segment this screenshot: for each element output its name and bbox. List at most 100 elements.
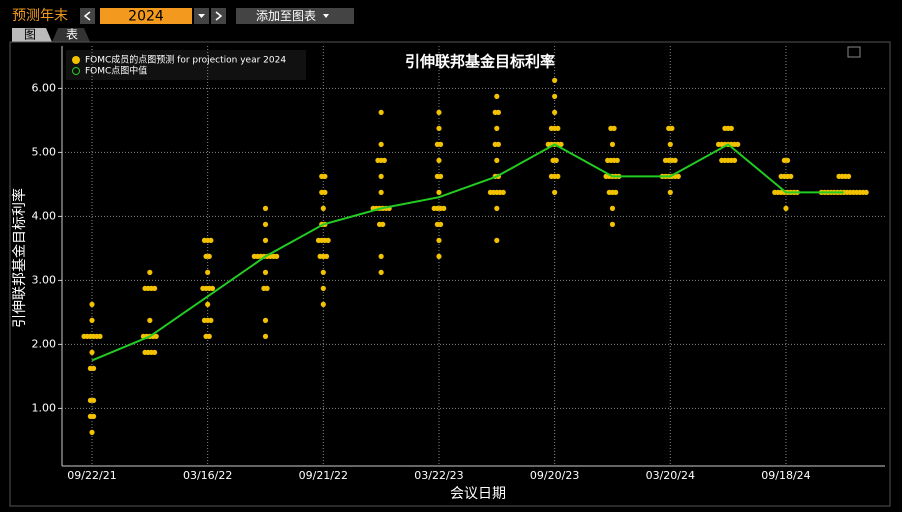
- dot: [495, 109, 502, 115]
- dot: [558, 141, 564, 147]
- dot: [614, 157, 620, 163]
- dot: [152, 285, 158, 291]
- dot: [555, 125, 561, 131]
- x-tick-label: 09/20/23: [530, 469, 579, 482]
- x-axis-title: 会议日期: [450, 486, 506, 502]
- dot: [609, 141, 616, 147]
- dot: [735, 141, 741, 147]
- dot: [728, 125, 734, 131]
- dot: [378, 253, 384, 259]
- dot: [91, 365, 97, 371]
- dot: [320, 205, 326, 211]
- x-tick-label: 03/22/23: [414, 469, 463, 482]
- dot: [669, 125, 675, 131]
- dot: [320, 285, 326, 291]
- dot: [262, 221, 269, 227]
- x-tick-label: 09/21/22: [299, 469, 348, 482]
- dot: [89, 349, 95, 355]
- dot: [153, 333, 159, 339]
- prev-icon: [83, 11, 91, 21]
- y-tick-label: 1.00: [32, 401, 57, 414]
- year-input[interactable]: [100, 8, 192, 24]
- dot: [437, 141, 444, 147]
- dot: [274, 253, 280, 259]
- dot: [208, 317, 214, 323]
- dot: [147, 269, 153, 275]
- chart-frame: [9, 41, 891, 507]
- dot: [262, 333, 269, 339]
- dot: [89, 317, 95, 323]
- dot: [206, 253, 212, 259]
- tab-chart[interactable]: [12, 28, 52, 42]
- prev-button[interactable]: [80, 8, 95, 24]
- legend: [66, 50, 306, 80]
- dot: [494, 93, 500, 99]
- dot: [845, 173, 852, 179]
- x-tick-label: 03/16/22: [183, 469, 232, 482]
- dot: [609, 205, 616, 211]
- chart-menu[interactable]: [847, 46, 861, 58]
- dot: [89, 429, 95, 435]
- dot: [320, 269, 326, 275]
- legend-marker: [72, 56, 80, 64]
- dot: [552, 109, 558, 115]
- dot: [436, 189, 442, 195]
- y-tick-label: 4.00: [32, 209, 57, 222]
- legend-label: FOMC点图中值: [85, 65, 147, 77]
- dot: [320, 301, 326, 307]
- x-tick-label: 09/22/21: [67, 469, 116, 482]
- tab-table-label: 表: [66, 28, 78, 42]
- tab-chart-label: 图: [24, 28, 36, 42]
- y-tick-label: 6.00: [32, 81, 57, 94]
- dot: [378, 189, 384, 195]
- next-icon: [215, 11, 223, 21]
- add-button[interactable]: [236, 8, 354, 24]
- dot: [437, 221, 444, 227]
- dot: [91, 397, 97, 403]
- dot: [436, 237, 442, 243]
- dot: [208, 237, 214, 243]
- dot: [381, 157, 387, 163]
- dot: [675, 173, 681, 179]
- dot: [553, 157, 559, 163]
- tab-table[interactable]: [52, 28, 90, 42]
- y-axis-title: 引伸联邦基金目标利率: [11, 188, 28, 328]
- dot: [609, 221, 616, 227]
- dot: [378, 109, 384, 115]
- dot: [89, 301, 95, 307]
- dot: [437, 173, 444, 179]
- dot: [863, 189, 869, 195]
- dot: [667, 141, 673, 147]
- dot: [97, 333, 103, 339]
- dot: [667, 189, 673, 195]
- dot: [788, 173, 794, 179]
- dot: [378, 269, 384, 275]
- year-value: 2024: [128, 9, 164, 25]
- add-button-label: 添加至图表: [256, 9, 316, 23]
- dot: [500, 189, 506, 195]
- dot: [784, 157, 791, 163]
- dot: [91, 413, 97, 419]
- dot: [611, 125, 617, 131]
- dot: [495, 141, 502, 147]
- dot: [552, 189, 558, 195]
- dot: [552, 77, 558, 83]
- dot: [494, 237, 500, 243]
- add-dropdown-icon: [323, 14, 329, 18]
- dot: [205, 301, 211, 307]
- dot: [323, 253, 330, 259]
- dot: [436, 157, 442, 163]
- next-button[interactable]: [211, 8, 226, 24]
- dot: [206, 333, 212, 339]
- dot: [322, 189, 328, 195]
- dot: [731, 157, 738, 163]
- median-line: [91, 143, 844, 362]
- y-tick-label: 2.00: [32, 337, 57, 350]
- x-tick-label: 03/20/24: [646, 469, 695, 482]
- dot: [494, 125, 500, 131]
- dropdown-icon: [198, 14, 205, 18]
- dot: [325, 237, 331, 243]
- dot: [262, 237, 269, 243]
